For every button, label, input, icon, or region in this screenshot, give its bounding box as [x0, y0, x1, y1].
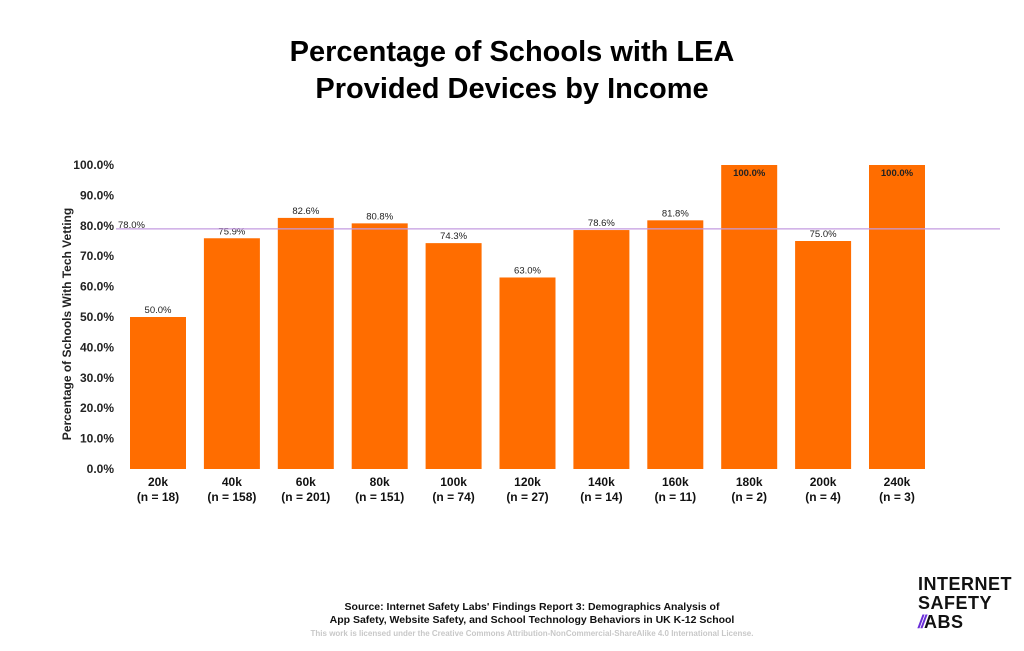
bar-20k [130, 317, 186, 469]
bar-160k [647, 220, 704, 469]
y-tick-label: 40.0% [80, 340, 114, 354]
footer: Source: Internet Safety Labs' Findings R… [0, 601, 1024, 638]
x-tick-label: 140k [588, 475, 615, 489]
x-tick-label: 40k [222, 475, 242, 489]
bar-40k [203, 238, 260, 469]
source-line-2: App Safety, Website Safety, and School T… [329, 614, 735, 626]
logo-slash-mark: // [918, 612, 926, 632]
bar-100k [425, 243, 482, 469]
y-tick-label: 70.0% [80, 249, 114, 263]
y-tick-label: 30.0% [80, 371, 114, 385]
x-tick-label: 120k [514, 475, 541, 489]
x-tick-sample-size: (n = 158) [207, 490, 256, 504]
bar-value-label: 75.9% [218, 226, 245, 237]
y-tick-label: 20.0% [80, 401, 114, 415]
bar-value-label: 75.0% [810, 229, 837, 240]
y-axis: 0.0% 10.0% 20.0% 30.0% 40.0% 50.0% 60.0% 70.0% 8… [73, 158, 114, 476]
x-tick-sample-size: (n = 4) [805, 490, 841, 504]
bar-60k [277, 217, 334, 469]
chart-title: Percentage of Schools with LEA Provided … [0, 34, 1024, 108]
bars: 50.0% 75.9% 82.6% 80.8% 74.3% 63.0% 78.6% 81.8%… [130, 165, 925, 469]
logo-line-3-text: ABS [924, 612, 964, 632]
x-tick-sample-size: (n = 201) [281, 490, 330, 504]
x-tick-label: 100k [440, 475, 467, 489]
bar-value-label: 100.0% [881, 168, 914, 179]
chart-title-line-1: Percentage of Schools with LEA [289, 36, 735, 68]
chart-title-line-2: Provided Devices by Income [315, 73, 709, 105]
bar-80k [351, 223, 408, 469]
y-tick-label: 100.0% [73, 158, 114, 172]
x-tick-sample-size: (n = 11) [654, 490, 696, 504]
bar-180k [721, 165, 778, 469]
x-tick-label: 160k [662, 475, 689, 489]
x-tick-label: 60k [296, 475, 316, 489]
bar-value-label: 80.8% [366, 211, 393, 222]
x-tick-label: 180k [736, 475, 763, 489]
y-tick-label: 90.0% [80, 188, 114, 202]
x-tick-sample-size: (n = 18) [137, 490, 179, 504]
logo-line-1: INTERNET [918, 574, 1012, 594]
bar-value-label: 74.3% [440, 231, 467, 242]
x-tick-label: 20k [148, 475, 168, 489]
reference-line-label: 78.0% [118, 220, 145, 231]
bar-140k [573, 230, 630, 469]
bar-240k [869, 165, 925, 469]
x-tick-sample-size: (n = 14) [580, 490, 622, 504]
bar-value-label: 63.0% [514, 265, 541, 276]
bar-120k [499, 277, 556, 469]
logo-line-3: //ABS [918, 613, 1012, 632]
x-tick-sample-size: (n = 151) [355, 490, 404, 504]
y-tick-label: 50.0% [80, 310, 114, 324]
bar-value-label: 81.8% [662, 208, 689, 219]
bar-value-label: 50.0% [145, 305, 172, 316]
bar-value-label: 82.6% [292, 206, 319, 217]
bar-200k [795, 241, 852, 469]
source-line-1: Source: Internet Safety Labs' Findings R… [344, 601, 720, 613]
logo-line-2: SAFETY [918, 593, 993, 613]
reference-line-group: 78.0% [116, 220, 1000, 231]
y-tick-label: 0.0% [87, 462, 115, 476]
x-tick-sample-size: (n = 3) [879, 490, 915, 504]
x-tick-sample-size: (n = 2) [731, 490, 767, 504]
bar-value-label: 100.0% [733, 168, 766, 179]
x-axis: 20k(n = 18)40k(n = 158)60k(n = 201)80k(n… [137, 475, 915, 504]
x-tick-label: 80k [370, 475, 390, 489]
y-tick-label: 60.0% [80, 280, 114, 294]
x-tick-sample-size: (n = 27) [506, 490, 548, 504]
bar-value-label: 78.6% [588, 218, 615, 229]
internet-safety-labs-logo: INTERNET SAFETY //ABS [918, 575, 1012, 632]
y-tick-label: 10.0% [80, 432, 114, 446]
y-tick-label: 80.0% [80, 219, 114, 233]
x-tick-label: 240k [884, 475, 911, 489]
x-tick-label: 200k [810, 475, 837, 489]
x-tick-sample-size: (n = 74) [432, 490, 474, 504]
y-axis-label: Percentage of Schools With Tech Vetting [60, 208, 74, 440]
license-text: This work is licensed under the Creative… [310, 629, 754, 638]
